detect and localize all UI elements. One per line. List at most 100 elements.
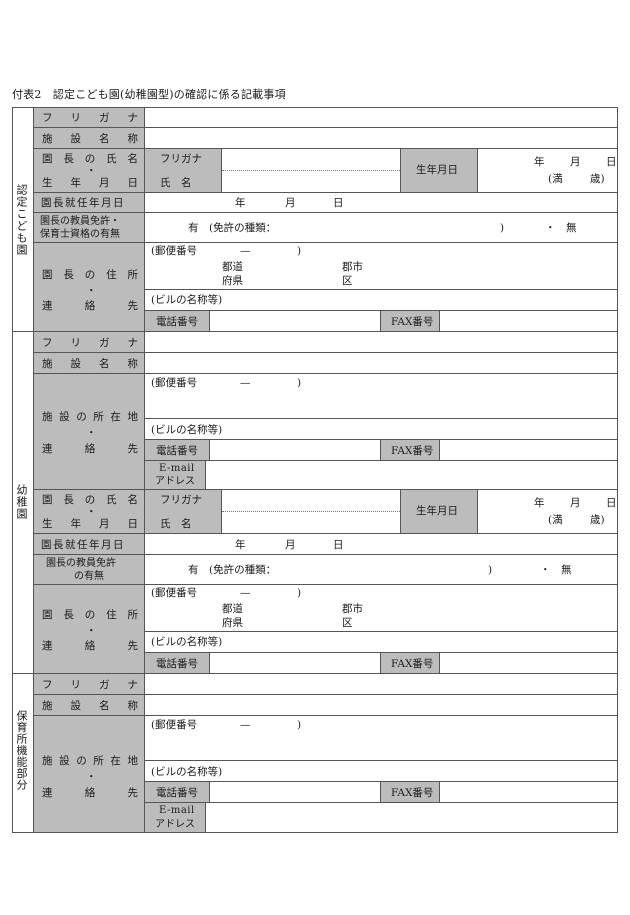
furigana-small-label: フリガナ	[160, 153, 202, 165]
prefecture-label-2: 府県	[222, 617, 243, 629]
postal-code-label: (郵便番号	[151, 719, 198, 731]
dob-input[interactable]: 年 月 日 (満 歳)	[477, 148, 618, 193]
building-name-input[interactable]: (ビルの名称等)	[144, 631, 618, 653]
license-input[interactable]: 有 (免許の種類： ) ・ 無	[144, 212, 618, 243]
facility-name-label-text: 施設名称	[42, 358, 138, 370]
phone-label-text: 電話番号	[156, 658, 198, 670]
fax-label-text: FAX番号	[391, 658, 434, 670]
close-paren: )	[500, 222, 505, 234]
name-small-label: 氏 名	[160, 177, 192, 189]
city-label-2: 区	[342, 617, 353, 629]
age-open: (満	[548, 514, 563, 526]
furigana-input[interactable]	[144, 107, 618, 128]
principal-dob-label-text: 生年月日	[42, 518, 138, 530]
postal-dash: —	[240, 377, 251, 389]
principal-address-input[interactable]: (郵便番号 — ) 都道 府県 郡市 区	[144, 584, 618, 632]
fax-input[interactable]	[439, 310, 618, 332]
principal-name-label-text: 園長の氏名	[42, 494, 138, 506]
appointment-date-input[interactable]: 年 月 日	[144, 533, 618, 555]
principal-name-input[interactable]	[221, 148, 401, 193]
month-unit: 月	[570, 156, 581, 168]
fax-input[interactable]	[439, 781, 618, 803]
furigana-label-text: フリガナ	[42, 679, 138, 691]
phone-input[interactable]	[209, 310, 381, 332]
fax-label: FAX番号	[380, 652, 440, 674]
fax-input[interactable]	[439, 439, 618, 461]
furigana-label: フリガナ	[33, 331, 145, 353]
contact-label-text: 連絡先	[42, 640, 138, 652]
appointment-date-input[interactable]: 年 月 日	[144, 192, 618, 213]
email-input[interactable]	[205, 460, 618, 490]
email-input[interactable]	[205, 802, 618, 833]
furigana-input[interactable]	[144, 331, 618, 353]
furigana-input[interactable]	[144, 673, 618, 695]
phone-label: 電話番号	[144, 781, 210, 803]
facility-address-label-text: 施設の所在地	[42, 755, 138, 767]
no-option: ・ 無	[540, 564, 572, 576]
label-dot: ・	[86, 625, 97, 637]
city-label-2: 区	[342, 275, 353, 287]
section-label-nintei: 認定こども園	[12, 107, 34, 332]
appointment-date-label: 園長就任年月日	[33, 192, 145, 213]
day-unit: 日	[606, 156, 617, 168]
year-unit: 年	[534, 497, 545, 509]
principal-address-label: 園長の住所 ・ 連絡先	[33, 242, 145, 332]
appointment-date-label: 園長就任年月日	[33, 533, 145, 555]
furigana-label: フリガナ	[33, 107, 145, 128]
year-unit: 年	[534, 156, 545, 168]
building-name-input[interactable]: (ビルの名称等)	[144, 760, 618, 782]
fax-label-text: FAX番号	[391, 445, 434, 457]
appointment-date-label-text: 園長就任年月日	[41, 539, 125, 551]
building-name-label: (ビルの名称等)	[151, 766, 223, 778]
label-dot: ・	[86, 506, 97, 518]
month-unit: 月	[285, 197, 296, 209]
building-name-input[interactable]: (ビルの名称等)	[144, 418, 618, 440]
fax-label-text: FAX番号	[391, 316, 434, 328]
facility-name-input[interactable]	[144, 694, 618, 716]
facility-address-input[interactable]: (郵便番号 — )	[144, 715, 618, 761]
building-name-input[interactable]: (ビルの名称等)	[144, 289, 618, 311]
phone-label: 電話番号	[144, 652, 210, 674]
phone-input[interactable]	[209, 439, 381, 461]
phone-input[interactable]	[209, 781, 381, 803]
principal-furigana-name-label: フリガナ 氏 名	[144, 148, 222, 193]
facility-name-input[interactable]	[144, 352, 618, 374]
prefecture-label-2: 府県	[222, 275, 243, 287]
close-paren: )	[297, 245, 302, 257]
fax-input[interactable]	[439, 652, 618, 674]
section-title: 認定こども園	[15, 184, 28, 256]
facility-name-input[interactable]	[144, 127, 618, 149]
city-label-1: 郡市	[342, 603, 363, 615]
license-input[interactable]: 有 (免許の種類： ) ・ 無	[144, 554, 618, 585]
principal-address-input[interactable]: (郵便番号 — ) 都道 府県 郡市 区	[144, 242, 618, 290]
fax-label: FAX番号	[380, 310, 440, 332]
license-type-label: (免許の種類：	[209, 222, 277, 234]
license-label: 園長の教員免許・ 保育士資格の有無	[33, 212, 145, 243]
section-label-hoiku: 保育所機能部分	[12, 673, 34, 833]
principal-address-label: 園長の住所 ・ 連絡先	[33, 584, 145, 674]
principal-name-label-text: 園長の氏名	[42, 153, 138, 165]
fax-label: FAX番号	[380, 781, 440, 803]
principal-name-input[interactable]	[221, 489, 401, 534]
facility-name-label: 施設名称	[33, 352, 145, 374]
contact-label-text: 連絡先	[42, 300, 138, 312]
phone-input[interactable]	[209, 652, 381, 674]
age-open: (満	[548, 173, 563, 185]
contact-label-text: 連絡先	[42, 443, 138, 455]
section-title: 保育所機能部分	[15, 710, 28, 791]
postal-code-label: (郵便番号	[151, 245, 198, 257]
principal-furigana-name-label: フリガナ 氏 名	[144, 489, 222, 534]
building-name-label: (ビルの名称等)	[151, 294, 223, 306]
license-label: 園長の教員免許 の有無	[33, 554, 145, 585]
month-unit: 月	[570, 497, 581, 509]
close-paren: )	[297, 587, 302, 599]
year-unit: 年	[235, 197, 246, 209]
dob-label-text: 生年月日	[416, 505, 458, 517]
phone-label: 電話番号	[144, 310, 210, 332]
facility-address-input[interactable]: (郵便番号 — )	[144, 373, 618, 419]
age-close: 歳)	[590, 514, 605, 526]
city-label-1: 郡市	[342, 261, 363, 273]
day-unit: 日	[606, 497, 617, 509]
dob-input[interactable]: 年 月 日 (満 歳)	[477, 489, 618, 534]
